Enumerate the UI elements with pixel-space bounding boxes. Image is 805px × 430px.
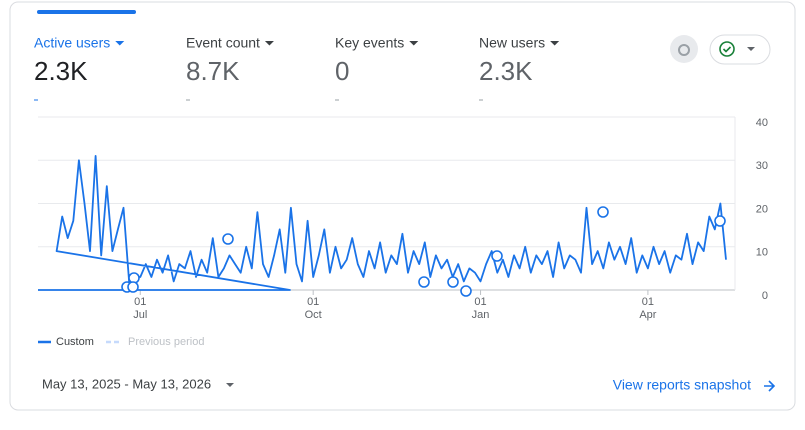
dropdown-arrow	[550, 41, 560, 46]
metric-value: 0	[335, 56, 349, 86]
y-tick-label: 30	[756, 160, 768, 172]
check-mark	[722, 46, 732, 53]
x-tick-label: 01 Jul	[133, 296, 147, 321]
x-tick-label: 01 Apr	[639, 296, 656, 321]
metric-value: 2.3K	[34, 56, 88, 86]
compare-button[interactable]	[709, 34, 771, 65]
dropdown-arrow	[226, 383, 234, 387]
legend-label: Custom	[56, 336, 94, 348]
annotation-marker[interactable]	[447, 276, 459, 288]
arrow-icon	[764, 380, 776, 392]
annotation-marker[interactable]	[460, 285, 472, 297]
annotation-marker[interactable]	[127, 281, 139, 293]
dropdown-arrow	[264, 41, 274, 46]
date-range[interactable]: May 13, 2025 - May 13, 2026	[42, 376, 211, 391]
annotation-marker[interactable]	[714, 215, 726, 227]
snapshot-link[interactable]: View reports snapshot	[613, 377, 751, 393]
metric-label[interactable]: Active users	[34, 35, 110, 51]
check-icon	[719, 41, 735, 57]
y-tick-label: 20	[756, 203, 768, 215]
annotation-marker[interactable]	[491, 250, 503, 262]
annotation-marker[interactable]	[222, 233, 234, 245]
metric-value: 2.3K	[479, 56, 533, 86]
annotation-marker[interactable]	[418, 276, 430, 288]
metric-label[interactable]: Key events	[335, 35, 404, 51]
x-tick-label: 01 Oct	[305, 296, 322, 321]
dropdown-arrow	[115, 41, 125, 46]
y-tick-label: 0	[762, 290, 768, 302]
y-tick-label: 10	[756, 247, 768, 259]
legend-label: Previous period	[128, 336, 204, 348]
metric-label[interactable]: Event count	[186, 35, 260, 51]
dropdown-arrow	[409, 41, 419, 46]
data-line	[38, 155, 727, 291]
x-tick-label: 01 Jan	[472, 296, 490, 321]
annotation-marker[interactable]	[597, 206, 609, 218]
metric-label[interactable]: New users	[479, 35, 545, 51]
y-tick-label: 40	[756, 117, 768, 129]
metric-value: 8.7K	[186, 56, 240, 86]
card	[9, 1, 796, 411]
insights-glyph	[678, 44, 690, 56]
tab-indicator	[37, 10, 136, 14]
insights-icon[interactable]	[670, 35, 698, 63]
dropdown-arrow	[747, 47, 755, 51]
